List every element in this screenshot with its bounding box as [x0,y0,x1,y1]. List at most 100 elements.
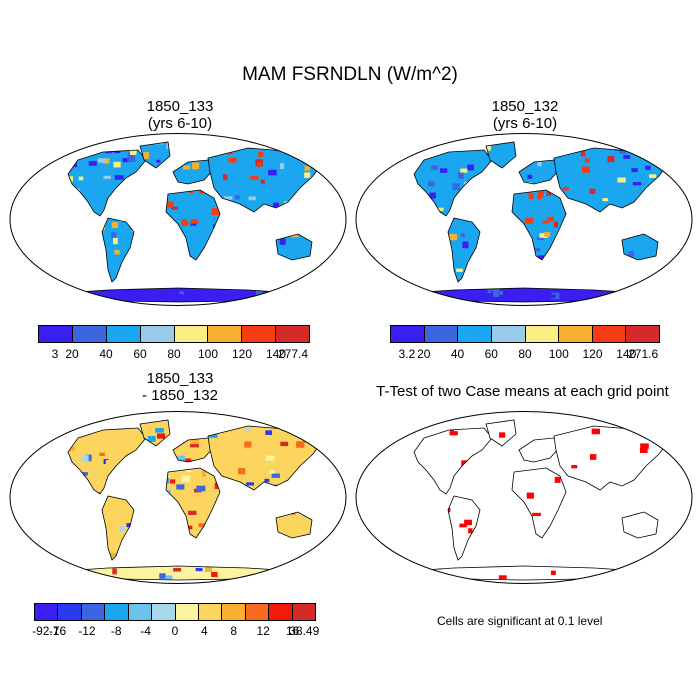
grid-cell [471,184,479,190]
grid-cell [602,278,608,284]
grid-cell [328,431,333,434]
grid-cell [16,137,22,143]
grid-cell [458,133,464,140]
grid-cell [439,288,447,294]
grid-cell [606,283,611,287]
grid-cell [308,290,313,294]
grid-cell [502,227,510,233]
grid-cell [276,550,281,556]
grid-cell [650,133,655,139]
grid-cell [366,234,371,239]
grid-cell [55,264,63,270]
grid-cell [621,223,628,229]
grid-cell [486,230,490,235]
grid-cell [686,304,693,309]
grid-cell [648,267,653,273]
grid-cell [320,234,326,239]
grid-cell [118,200,123,205]
grid-cell [13,460,18,463]
grid-cell [198,144,207,149]
grid-cell [390,135,396,141]
grid-cell [34,164,39,170]
grid-cell [258,300,265,304]
grid-cell [399,284,405,290]
grid-cell [211,427,219,432]
grid-cell [512,226,513,233]
grid-cell [47,575,54,579]
grid-cell [292,224,297,229]
grid-cell [180,422,187,426]
grid-cell [636,268,645,273]
grid-cell [217,516,223,521]
grid-cell [140,175,147,179]
grid-cell [171,532,177,538]
grid-cell [592,298,599,303]
grid-cell [325,164,333,170]
grid-cell [274,569,281,574]
coastline [511,189,567,261]
grid-cell [218,255,225,260]
grid-cell [364,303,371,307]
grid-cell [379,165,384,169]
grid-cell [327,137,336,142]
grid-cell [154,585,162,591]
grid-cell [91,269,99,272]
grid-cell [481,307,490,313]
grid-cell [650,152,657,158]
grid-cell [17,548,24,554]
grid-cell [333,282,339,288]
grid-cell [645,138,651,144]
grid-cell [187,558,192,564]
grid-cell [449,238,457,246]
grid-cell [161,189,170,192]
grid-cell [35,290,41,297]
grid-cell [74,494,82,498]
grid-cell [19,201,26,207]
grid-cell [655,148,663,152]
coastline [485,141,517,169]
grid-cell [46,223,50,227]
grid-cell [283,225,291,229]
grid-cell [203,558,209,563]
grid-cell [50,491,57,497]
grid-cell [303,228,309,233]
grid-cell [255,229,264,235]
grid-cell [584,306,590,313]
grid-cell [314,192,320,199]
grid-cell [142,211,151,217]
grid-cell [128,563,133,567]
grid-cell [163,584,168,591]
grid-cell [506,186,512,192]
grid-cell [169,169,173,174]
grid-cell [282,265,286,269]
grid-cell [634,264,640,269]
grid-cell [180,526,184,529]
grid-cell [178,519,188,526]
grid-cell [364,267,368,274]
grid-cell [295,281,300,288]
grid-cell [322,168,330,173]
grid-cell [50,486,58,492]
grid-cell [612,266,621,269]
continent-antarctica [394,288,654,302]
grid-cell [514,279,520,284]
grid-cell [596,235,601,239]
grid-cell [45,249,52,253]
grid-cell [525,149,533,152]
grid-cell [564,200,566,208]
grid-cell [616,135,622,142]
grid-cell [224,485,230,490]
grid-cell [264,299,272,303]
grid-cell [412,187,418,194]
grid-cell [213,150,218,155]
grid-cell [125,544,130,549]
grid-cell [305,234,311,237]
grid-cell [89,504,98,511]
grid-cell [28,584,34,589]
grid-cell [309,266,317,272]
grid-cell [26,578,32,582]
grid-cell [566,202,574,206]
grid-cell [454,304,463,307]
grid-cell [155,280,161,283]
grid-cell [400,294,409,300]
